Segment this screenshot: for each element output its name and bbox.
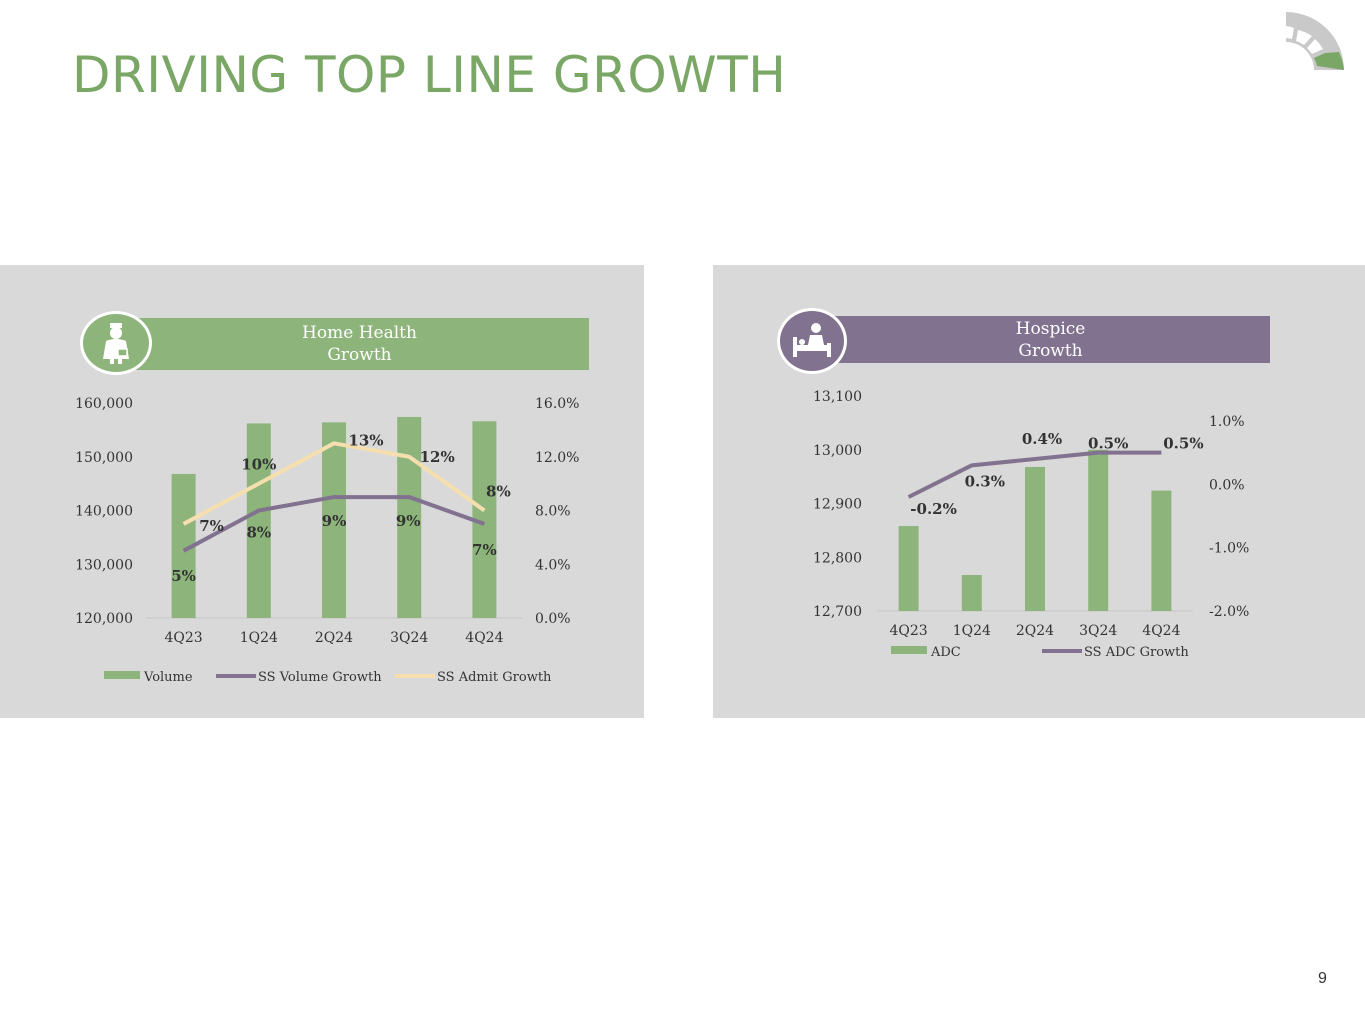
hh-data-label: 9% [322,512,347,530]
home-health-banner-line1: Home Health [302,323,417,343]
hh-line-1 [182,495,486,553]
home-health-banner-line2: Growth [327,345,392,365]
hh-left-tick-label: 120,000 [75,611,133,627]
hsp-legend-label: ADC [930,645,961,660]
hsp-left-tick-label: 12,800 [813,550,862,566]
hh-bar [322,422,346,618]
hsp-data-label: 0.3% [965,472,1005,490]
hospice-banner: Hospice Growth [831,316,1270,363]
hospice-banner-line1: Hospice [1015,318,1086,339]
hh-category-label: 1Q24 [240,630,278,646]
hh-category-label: 2Q24 [315,630,353,646]
hh-bar [246,423,271,618]
hh-line-2 [182,441,486,526]
hsp-right-tick-label: -1.0% [1209,541,1249,557]
hh-right-tick-label: 16.0% [535,396,579,412]
hh-legend-label: SS Admit Growth [437,670,552,685]
hsp-bar [1088,449,1109,611]
hsp-right-tick-label: -2.0% [1209,604,1249,620]
hsp-left-tick-label: 12,900 [813,497,862,513]
page-title: DRIVING TOP LINE GROWTH [72,46,787,104]
hh-data-label: 7% [199,517,224,535]
hh-right-tick-label: 8.0% [535,504,571,520]
hospice-banner-line2: Growth [1018,340,1083,361]
hh-legend-swatch [104,671,140,679]
hsp-legend-swatch [891,646,927,654]
hsp-data-label: 0.5% [1163,435,1203,453]
hh-data-label: 8% [486,483,511,501]
hh-data-label: 9% [396,512,421,530]
hsp-right-tick-label: 0.0% [1209,477,1245,493]
hsp-right-tick-label: 1.0% [1209,414,1245,430]
hh-data-label: 5% [171,567,196,585]
hh-right-tick-label: 4.0% [535,557,571,573]
hsp-left-tick-label: 12,700 [813,604,862,620]
hsp-bar [1151,490,1172,611]
hsp-category-label: 2Q24 [1016,623,1054,639]
hsp-bar [961,574,982,611]
page-number: 9 [1318,970,1327,987]
hh-category-label: 3Q24 [390,630,428,646]
hh-data-label: 13% [348,431,383,449]
hh-left-tick-label: 150,000 [75,450,133,466]
hh-data-label: 7% [472,541,497,559]
hsp-category-label: 3Q24 [1079,623,1117,639]
hh-right-tick-label: 0.0% [535,611,571,627]
home-health-banner: Home Health Growth [130,318,589,370]
hsp-bar [1025,466,1045,611]
hh-category-label: 4Q24 [465,630,503,646]
hsp-bar [898,526,919,611]
hsp-category-label: 4Q23 [889,623,927,639]
hh-category-label: 4Q23 [164,630,202,646]
nurse-icon [80,311,152,375]
hh-bar [397,416,422,618]
hsp-left-tick-label: 13,000 [813,443,862,459]
hh-left-tick-label: 130,000 [75,557,133,573]
hospital-bed-icon [777,308,847,374]
company-logo-icon [1286,12,1344,70]
hsp-legend-label: SS ADC Growth [1084,645,1189,660]
hsp-line-1 [907,450,1162,499]
hh-data-label: 12% [420,448,455,466]
hh-data-label: 10% [241,456,276,474]
hsp-category-label: 1Q24 [953,623,991,639]
hh-legend-label: Volume [143,670,193,685]
hh-left-tick-label: 160,000 [75,396,133,412]
hh-right-tick-label: 12.0% [535,450,579,466]
hsp-data-label: 0.5% [1088,435,1128,453]
hh-data-label: 8% [246,524,271,542]
hh-legend-label: SS Volume Growth [258,670,382,685]
hsp-left-tick-label: 13,100 [813,389,862,405]
hsp-data-label: 0.4% [1022,430,1062,448]
hsp-data-label: -0.2% [910,500,957,518]
hh-left-tick-label: 140,000 [75,504,133,520]
hsp-category-label: 4Q24 [1142,623,1180,639]
